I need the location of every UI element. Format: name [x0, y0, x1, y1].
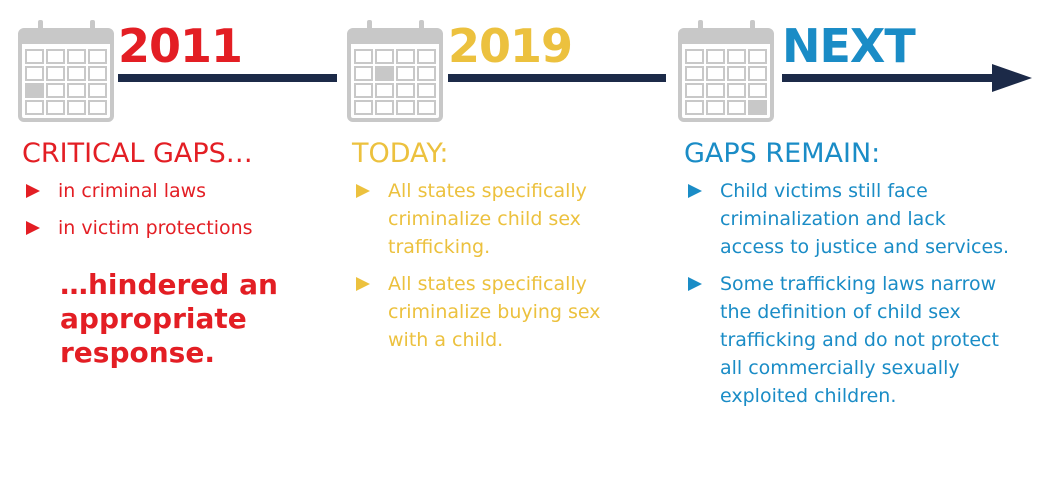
bullet-item: in victim protections [22, 214, 322, 242]
bullet-item: All states specifically criminalize chil… [352, 177, 642, 261]
year-label: NEXT [782, 19, 916, 73]
bullet-item: Child victims still face criminalization… [684, 177, 1014, 261]
calendar-icon [678, 20, 774, 122]
bullet-list: Child victims still face criminalization… [684, 177, 1014, 419]
conclusion-text: …hindered an appropriate response. [60, 268, 278, 369]
calendar-icon [18, 20, 114, 122]
bullet-list: All states specifically criminalize chil… [352, 177, 642, 363]
bullet-list: in criminal laws in victim protections [22, 177, 322, 251]
section-heading: GAPS REMAIN: [684, 138, 881, 169]
bullet-item: All states specifically criminalize buyi… [352, 270, 642, 354]
year-label: 2019 [448, 19, 573, 73]
year-label: 2011 [118, 19, 243, 73]
section-heading: TODAY: [352, 138, 449, 169]
timeline-arrowhead [992, 64, 1032, 92]
bullet-item: in criminal laws [22, 177, 322, 205]
bullet-item: Some trafficking laws narrow the definit… [684, 270, 1014, 410]
section-heading: CRITICAL GAPS… [22, 138, 253, 169]
calendar-icon [347, 20, 443, 122]
